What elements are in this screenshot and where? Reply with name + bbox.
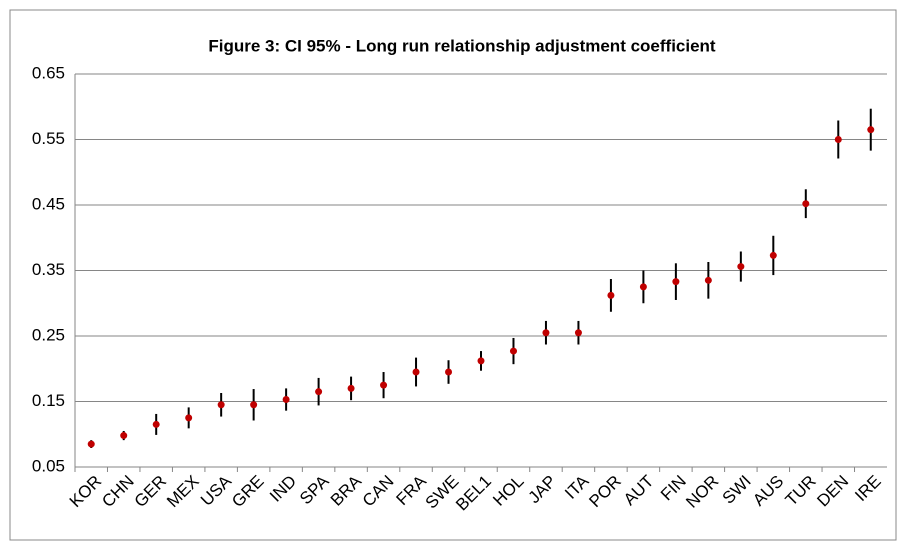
point bbox=[282, 396, 290, 404]
y-tick-label: 0.15 bbox=[32, 391, 65, 410]
point bbox=[704, 276, 712, 284]
point bbox=[607, 291, 615, 299]
point bbox=[802, 200, 810, 208]
point bbox=[639, 283, 647, 291]
point bbox=[87, 440, 95, 448]
y-tick-label: 0.35 bbox=[32, 260, 65, 279]
point bbox=[672, 278, 680, 286]
point bbox=[867, 126, 875, 134]
y-tick-label: 0.25 bbox=[32, 325, 65, 344]
point bbox=[185, 414, 193, 422]
point bbox=[509, 347, 517, 355]
point bbox=[347, 384, 355, 392]
chart-border bbox=[9, 9, 897, 541]
point bbox=[315, 388, 323, 396]
point bbox=[769, 251, 777, 259]
y-tick-label: 0.05 bbox=[32, 456, 65, 475]
point bbox=[120, 432, 128, 440]
point bbox=[574, 329, 582, 337]
point bbox=[737, 263, 745, 271]
y-tick-label: 0.45 bbox=[32, 194, 65, 213]
point bbox=[412, 368, 420, 376]
point bbox=[380, 381, 388, 389]
point bbox=[152, 420, 160, 428]
point bbox=[250, 401, 258, 409]
point bbox=[542, 329, 550, 337]
y-tick-label: 0.65 bbox=[32, 63, 65, 82]
y-tick-label: 0.55 bbox=[32, 129, 65, 148]
point bbox=[217, 401, 225, 409]
point bbox=[477, 357, 485, 365]
point bbox=[445, 368, 453, 376]
point bbox=[834, 136, 842, 143]
chart-title: Figure 3: CI 95% - Long run relationship… bbox=[208, 36, 716, 55]
